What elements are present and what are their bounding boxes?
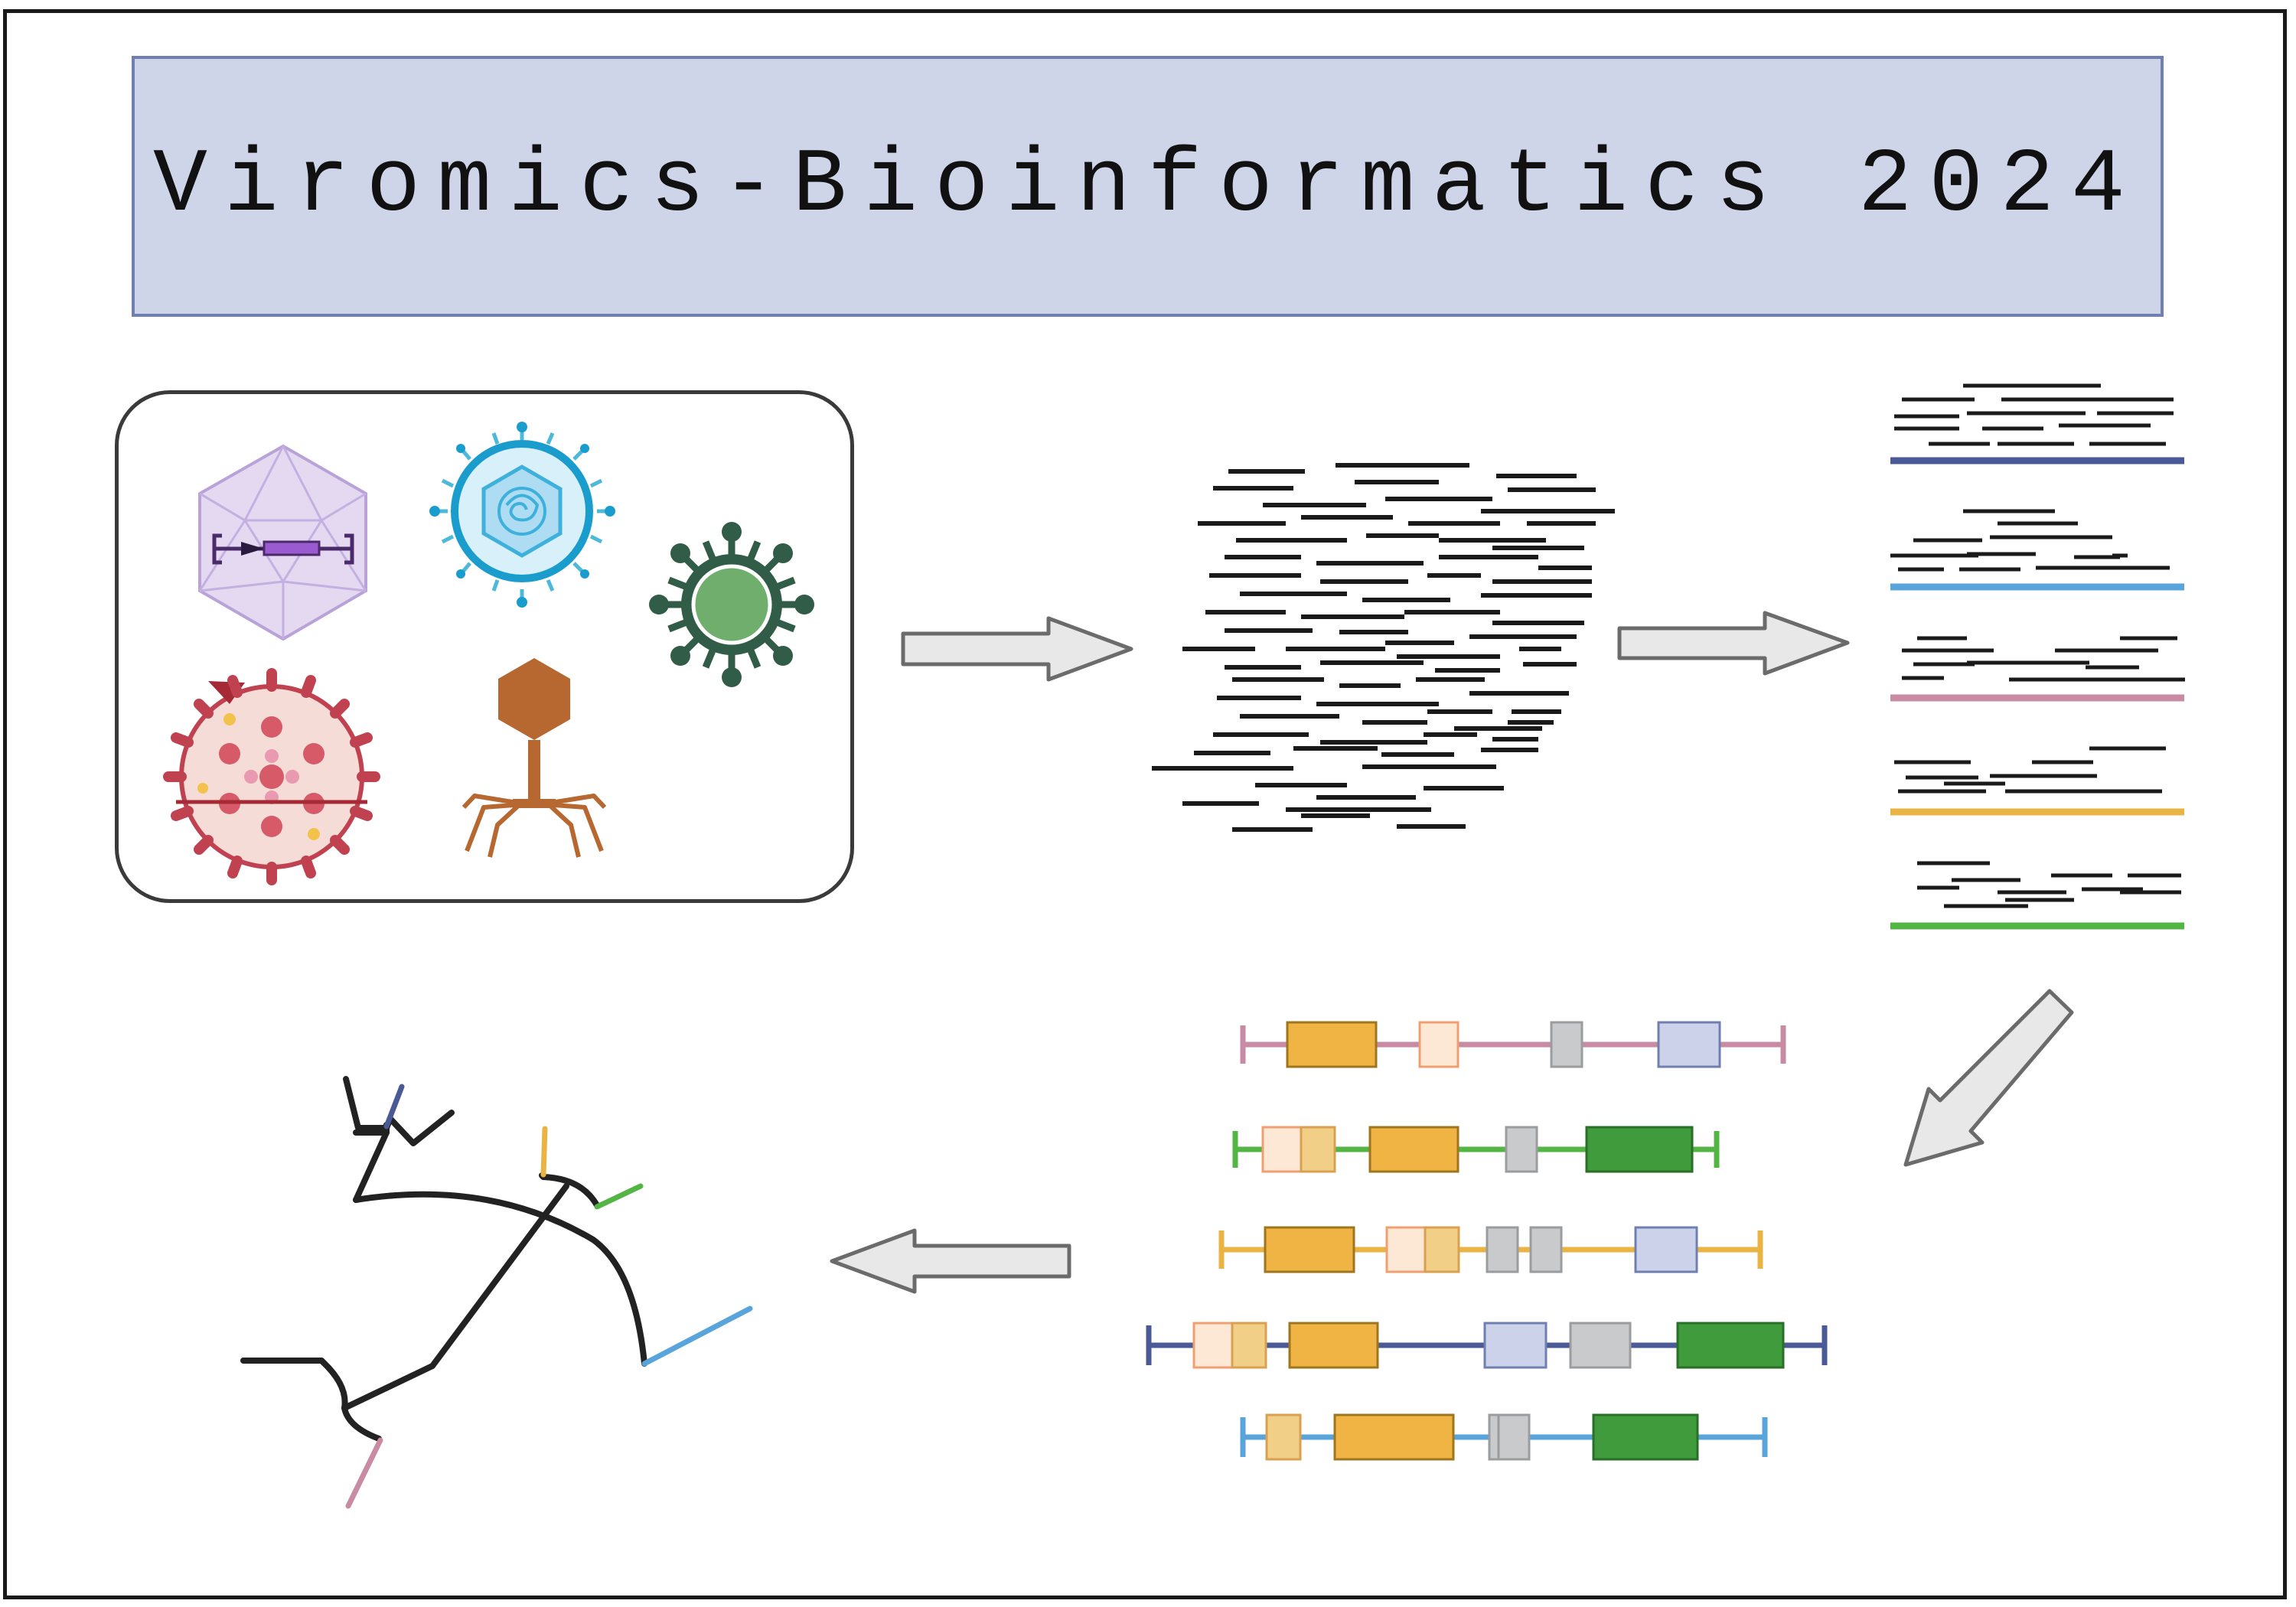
navy-genome [1146, 1322, 1828, 1369]
pink-bin [1890, 636, 2185, 702]
enveloped-virus-icon [649, 522, 814, 687]
navy-bin [1890, 383, 2184, 464]
herpes-virion-icon [429, 422, 615, 608]
arrow-bins-to-genomes [1903, 989, 2074, 1167]
blue-bin [1890, 509, 2184, 591]
phylogenetic-tree [240, 1076, 753, 1509]
influenza-virion-icon [163, 668, 380, 885]
green-genome [1232, 1126, 1720, 1173]
bacteriophage-icon [461, 658, 607, 858]
title-text: Viromics-Bioinformatics 2024 [153, 135, 2142, 237]
arrow-viruses-to-reads [901, 616, 1133, 682]
raw-reads-cloud [1152, 463, 1615, 832]
pink-genome [1240, 1021, 1786, 1068]
arrow-genomes-to-tree [830, 1228, 1071, 1294]
arrow-reads-to-bins [1617, 611, 1850, 676]
blue-genome [1240, 1413, 1768, 1461]
yellow-bin [1890, 746, 2184, 816]
green-bin [1890, 861, 2184, 930]
yellow-genome [1218, 1226, 1763, 1273]
title-banner: Viromics-Bioinformatics 2024 [132, 56, 2164, 317]
aav-capsid-icon [198, 444, 367, 641]
